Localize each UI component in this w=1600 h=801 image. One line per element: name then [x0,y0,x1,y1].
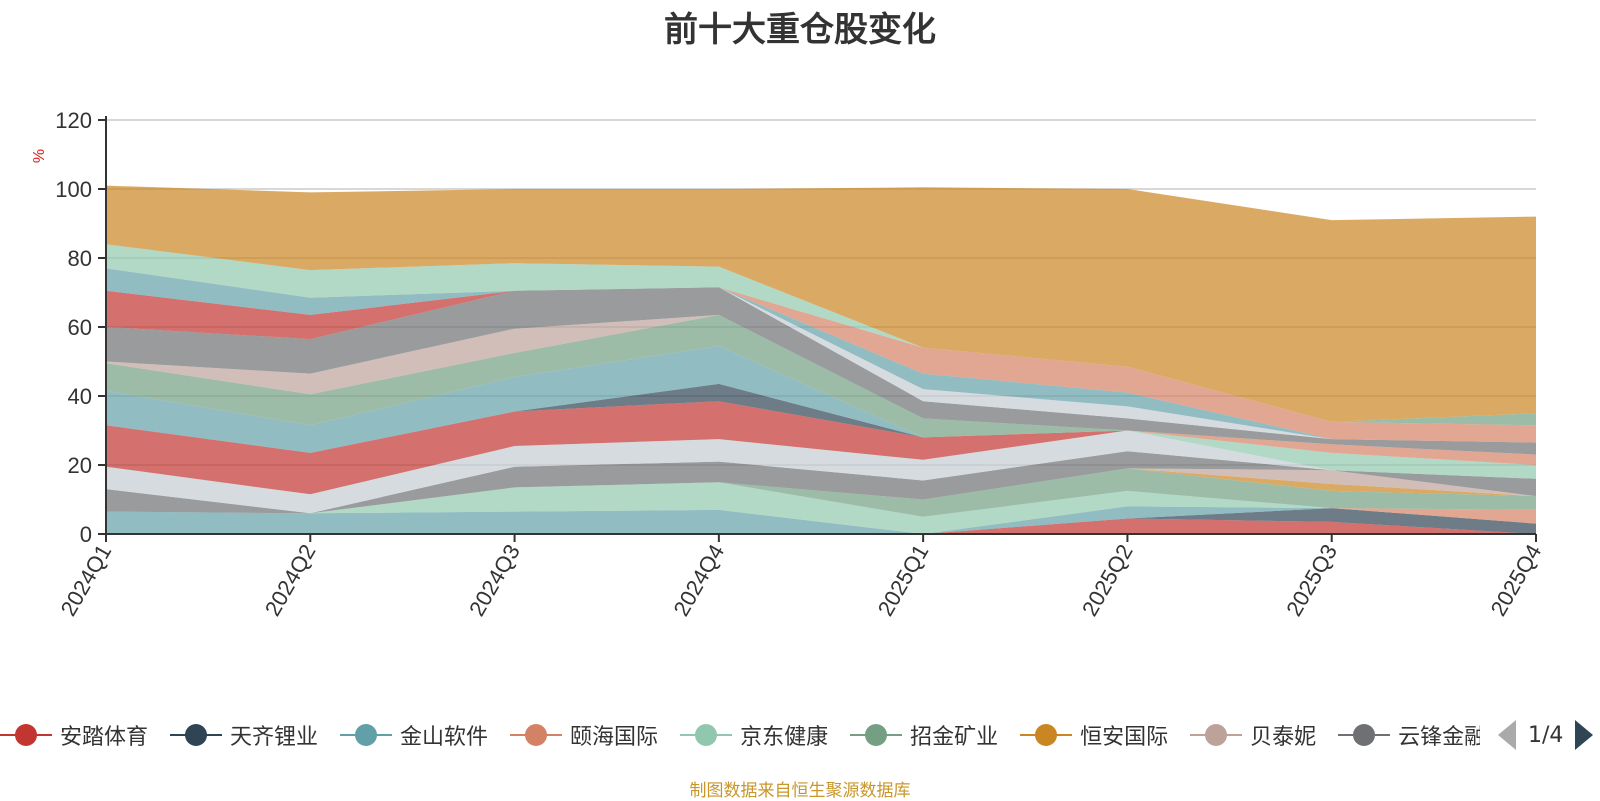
legend-swatch-icon [340,724,393,746]
legend-item[interactable]: 京东健康 [680,719,828,751]
area-series-云锋金融[interactable] [106,451,1536,514]
chart-title: 前十大重仓股变化 [664,10,936,50]
y-tick-label: 0 [80,522,92,547]
legend-label: 云锋金融 [1398,725,1480,750]
legend-swatch-icon [1020,724,1073,746]
legend-swatch-icon [680,724,733,746]
area-series-系列24[interactable] [106,244,1536,422]
legend-item[interactable]: 颐海国际 [510,719,658,751]
area-series-系列17[interactable] [106,314,1536,455]
legend-pager: 1/4 [1498,718,1594,752]
source-note: 制图数据来自恒生聚源数据库 [689,781,911,801]
y-tick-label: 80 [68,246,92,271]
x-tick-label: 2025Q4 [1486,540,1547,620]
area-series-京东健康[interactable] [106,482,1536,534]
y-tick-label: 120 [55,108,92,133]
legend-label: 金山软件 [400,725,489,750]
x-tick-label: 2024Q3 [464,540,525,620]
x-tick-label: 2024Q2 [260,540,321,620]
legend-page-indicator: 1/4 [1528,722,1564,748]
legend-swatch-icon [1338,724,1391,746]
legend-label: 天齐锂业 [230,725,319,750]
y-tick-label: 60 [68,315,92,340]
legend-item[interactable]: 金山软件 [340,719,488,751]
legend-label: 京东健康 [740,725,829,750]
legend-prev-page-button[interactable] [1498,720,1516,750]
y-axis-ticks: 0 20 40 60 80 100 120 [55,108,106,547]
legend-label: 贝泰妮 [1250,725,1317,750]
area-series-系列13[interactable] [106,346,1536,479]
area-series-系列14[interactable] [106,346,1536,479]
y-tick-label: 40 [68,384,92,409]
legend-swatch-icon [170,724,223,746]
legend-swatch-icon [1190,724,1243,746]
legend-next-page-button[interactable] [1575,720,1594,750]
legend-item[interactable]: 贝泰妮 [1190,719,1316,751]
legend-swatch-icon [0,724,52,746]
area-series-安踏体育[interactable] [106,518,1536,535]
legend-swatch-icon [850,724,903,746]
area-series-系列16[interactable] [106,314,1536,465]
y-tick-label: 20 [68,453,92,478]
legend-swatch-icon [510,724,563,746]
legend-item[interactable]: 恒安国际 [1020,719,1168,751]
y-tick-label: 100 [55,177,92,202]
legend: 安踏体育 天齐锂业 金山软件 颐海国际 京东健康 招金矿业 恒安国际 贝泰妮 云锋金融 1/4 [0,712,1600,758]
area-series-招金矿业[interactable] [106,468,1536,517]
legend-label: 安踏体育 [60,725,149,750]
legend-label: 恒安国际 [1080,725,1169,750]
legend-items: 安踏体育 天齐锂业 金山软件 颐海国际 京东健康 招金矿业 恒安国际 贝泰妮 云锋金融 [0,712,1480,758]
area-series-金山软件[interactable] [106,506,1536,534]
x-tick-label: 2024Q1 [56,540,117,620]
legend-item[interactable]: 安踏体育 [0,719,148,751]
area-series-颐海国际[interactable] [106,506,1536,534]
area-series [106,185,1536,535]
area-series-系列10[interactable] [106,430,1536,514]
area-series-系列25[interactable] [106,185,1536,422]
area-series-系列22[interactable] [106,268,1536,443]
x-tick-label: 2025Q3 [1281,540,1342,620]
x-tick-label: 2024Q4 [668,540,729,620]
area-series-系列11[interactable] [106,401,1536,495]
x-axis-ticks: 2024Q1 2024Q2 2024Q3 2024Q4 2025Q1 2025Q2 2025… [56,534,1547,620]
legend-item[interactable]: 天齐锂业 [170,719,318,751]
x-tick-label: 2025Q2 [1077,540,1138,620]
area-series-系列18[interactable] [106,287,1536,455]
y-axis-label: % [31,149,48,163]
legend-item[interactable]: 云锋金融 [1338,719,1480,751]
x-tick-label: 2025Q1 [873,540,934,620]
legend-item[interactable]: 招金矿业 [850,719,998,751]
legend-label: 颐海国际 [570,725,659,750]
legend-label: 招金矿业 [910,725,999,750]
area-series-系列15[interactable] [106,314,1536,465]
